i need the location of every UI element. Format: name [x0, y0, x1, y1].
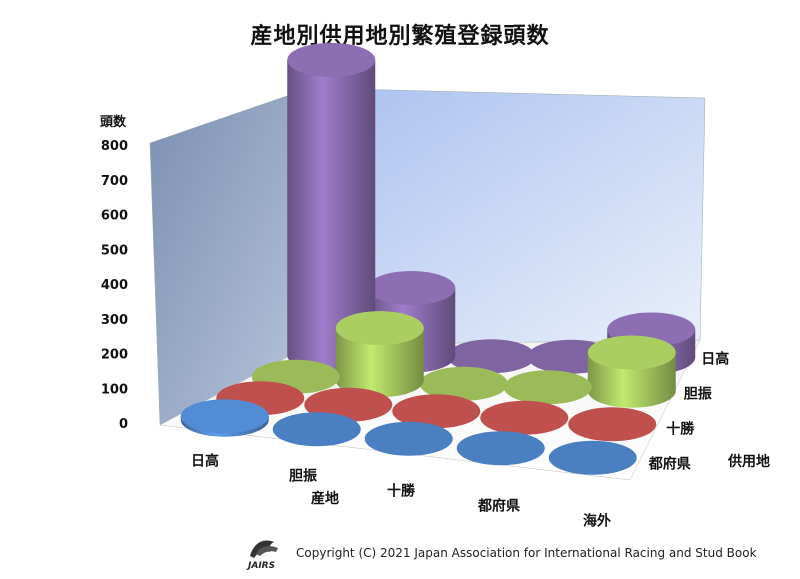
bar-胆振-胆振 [335, 311, 424, 398]
bar-top [456, 431, 545, 466]
bar-top [335, 311, 424, 346]
bar-top [272, 412, 361, 447]
bar-top [587, 335, 676, 370]
chart-title: 産地別供用地別繁殖登録頭数 [250, 24, 550, 49]
x-category-label: 海外 [583, 513, 611, 530]
bar-top [367, 270, 456, 305]
bar-十勝-海外 [568, 407, 657, 442]
x-category-label: 日高 [191, 453, 219, 470]
z-category-label: 十勝 [666, 421, 695, 438]
y-tick-label: 300 [101, 313, 128, 328]
z-category-label: 都府県 [648, 456, 691, 473]
y-tick-label: 200 [101, 348, 128, 363]
bar-top [480, 400, 569, 435]
bar-胆振-都府県 [503, 370, 592, 405]
svg-text:JAIRS: JAIRS [246, 561, 275, 570]
y-tick-label: 800 [101, 139, 128, 154]
y-tick-label: 100 [101, 382, 128, 397]
bar-top [447, 339, 536, 374]
bar-top [392, 394, 481, 429]
bar-都府県-海外 [548, 440, 637, 475]
y-tick-label: 0 [119, 417, 128, 432]
z-category-label: 日高 [701, 351, 729, 368]
bar-日高-日高 [287, 42, 376, 373]
bar-都府県-日高 [180, 399, 269, 437]
bar-十勝-十勝 [392, 394, 481, 429]
bar-都府県-十勝 [364, 421, 453, 456]
z-axis-label: 供用地 [727, 453, 770, 470]
bar-top [503, 370, 592, 405]
bar-胆振-海外 [587, 335, 676, 408]
bar-都府県-都府県 [456, 431, 545, 466]
bar-top [364, 421, 453, 456]
bar-top [548, 440, 637, 475]
y-tick-label: 700 [101, 174, 128, 189]
y-tick-label: 500 [101, 243, 128, 258]
x-category-label: 十勝 [387, 483, 416, 500]
bar-top [568, 407, 657, 442]
bar-body [287, 59, 376, 373]
bar-body [335, 328, 424, 398]
z-category-label: 胆振 [684, 386, 712, 403]
bar-胆振-十勝 [419, 366, 508, 401]
bar-top [287, 42, 376, 77]
y-tick-label: 400 [101, 278, 128, 293]
bars [180, 42, 696, 475]
bar-日高-十勝 [447, 339, 536, 374]
y-axis-ticks: 0 100 200 300 400 500 600 700 800 [101, 139, 128, 432]
bar-top [180, 399, 269, 434]
z-axis-categories: 都府県 十勝 胆振 日高 [648, 351, 730, 473]
y-axis-label: 頭数 [100, 114, 127, 130]
x-category-label: 胆振 [289, 468, 317, 485]
bar-top [419, 366, 508, 401]
x-axis-label: 産地 [311, 490, 339, 507]
jairs-logo: JAIRS [246, 540, 278, 570]
copyright-text: Copyright (C) 2021 Japan Association for… [296, 546, 757, 560]
bar-都府県-胆振 [272, 412, 361, 447]
bar-十勝-都府県 [480, 400, 569, 435]
y-tick-label: 600 [101, 209, 128, 224]
x-category-label: 都府県 [477, 498, 520, 515]
